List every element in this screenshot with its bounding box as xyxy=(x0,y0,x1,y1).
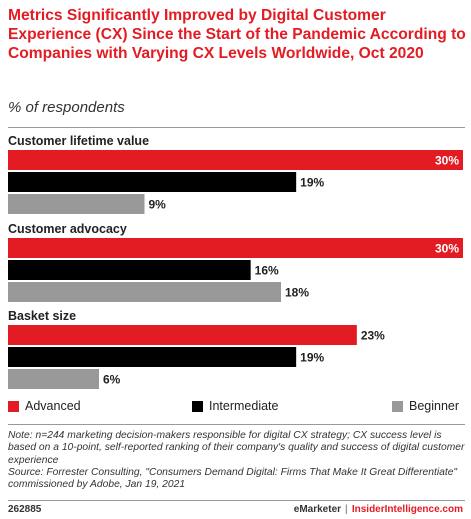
legend-label-intermediate: Intermediate xyxy=(209,399,279,413)
bar-customer-lifetime-value-advanced xyxy=(8,150,463,170)
legend-divider xyxy=(8,424,465,425)
data-label-customer-lifetime-value-advanced: 30% xyxy=(435,154,459,168)
data-label-customer-advocacy-beginner: 18% xyxy=(285,286,309,300)
legend-swatch-beginner xyxy=(392,400,403,412)
data-label-customer-lifetime-value-intermediate: 19% xyxy=(300,176,324,190)
bar-customer-lifetime-value-intermediate xyxy=(8,172,297,192)
bar-basket-size-intermediate xyxy=(8,347,297,367)
brand-insider-intelligence: InsiderIntelligence.com xyxy=(351,504,463,515)
category-label-customer-lifetime-value: Customer lifetime value xyxy=(8,134,149,148)
legend: Advanced Intermediate Beginner xyxy=(0,399,471,419)
chart-id: 262885 xyxy=(8,504,42,515)
category-label-customer-advocacy: Customer advocacy xyxy=(8,222,127,236)
legend-item-intermediate: Intermediate xyxy=(192,399,278,413)
bar-customer-advocacy-advanced xyxy=(8,238,463,258)
data-label-customer-advocacy-advanced: 30% xyxy=(435,242,459,256)
data-label-basket-size-beginner: 6% xyxy=(103,373,121,387)
bar-chart: Customer lifetime value 30% 19% 9% Customer … xyxy=(8,134,463,389)
source-text: Source: Forrester Consulting, "Consumers… xyxy=(8,466,458,491)
legend-label-beginner: Beginner xyxy=(409,399,460,413)
category-label-basket-size: Basket size xyxy=(8,309,76,323)
notes: Note: n=244 marketing decision-makers re… xyxy=(8,430,470,491)
top-divider xyxy=(8,127,465,128)
bar-basket-size-beginner xyxy=(8,369,99,389)
legend-swatch-advanced xyxy=(8,400,19,412)
legend-swatch-intermediate xyxy=(192,400,203,412)
bar-customer-lifetime-value-beginner xyxy=(8,194,145,214)
chart-title: Metrics Significantly Improved by Digita… xyxy=(8,7,466,62)
legend-item-beginner: Beginner xyxy=(392,399,459,413)
data-label-customer-lifetime-value-beginner: 9% xyxy=(149,198,167,212)
brand-emarketer: eMarketer xyxy=(293,504,342,515)
chart-subtitle: % of respondents xyxy=(8,99,125,116)
brand-separator: | xyxy=(345,504,348,515)
data-label-basket-size-intermediate: 19% xyxy=(300,351,324,365)
bar-customer-advocacy-intermediate xyxy=(8,260,251,280)
data-label-basket-size-advanced: 23% xyxy=(361,329,385,343)
bar-basket-size-advanced xyxy=(8,325,357,345)
note-text: Note: n=244 marketing decision-makers re… xyxy=(8,430,465,466)
bar-customer-advocacy-beginner xyxy=(8,282,281,302)
legend-item-advanced: Advanced xyxy=(8,399,81,413)
footer-divider xyxy=(8,500,465,501)
footer-brand: eMarketer | InsiderIntelligence.com xyxy=(294,504,463,515)
data-label-customer-advocacy-intermediate: 16% xyxy=(255,264,279,278)
legend-label-advanced: Advanced xyxy=(25,399,81,413)
